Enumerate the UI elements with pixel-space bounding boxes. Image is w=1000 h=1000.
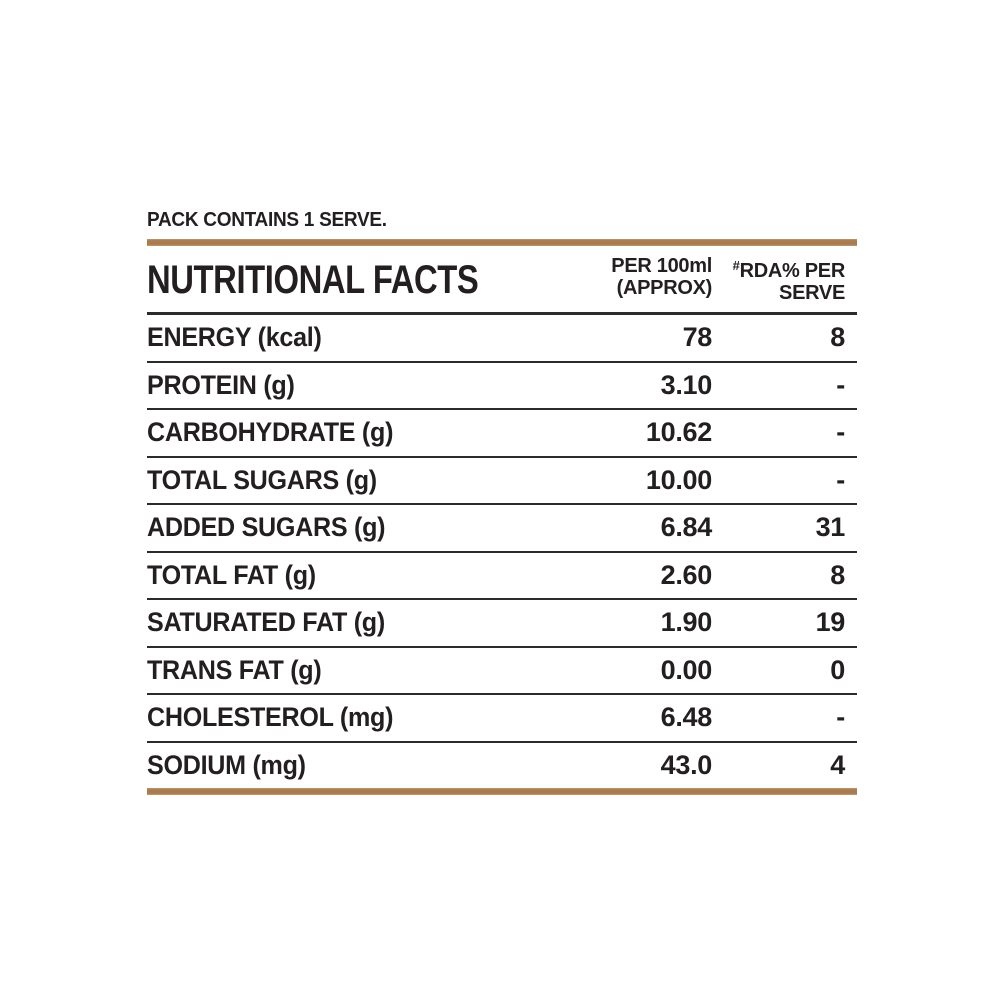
table-row-trans-fat: TRANS FAT (g) 0.00 0 — [147, 648, 857, 695]
nutrient-label: TRANS FAT (g) — [147, 654, 322, 685]
nutrient-label: TOTAL FAT (g) — [147, 559, 316, 590]
nutrient-label: ENERGY (kcal) — [147, 322, 322, 353]
top-accent-bar — [147, 239, 857, 246]
nutrient-table: ENERGY (kcal) 78 8 PROTEIN (g) 3.10 - CA… — [147, 315, 857, 788]
nutrient-label: CHOLESTEROL (mg) — [147, 702, 394, 733]
table-row-saturated-fat: SATURATED FAT (g) 1.90 19 — [147, 600, 857, 648]
table-row-sodium: SODIUM (mg) 43.0 4 — [147, 743, 857, 789]
nutrient-value-per-100ml: 3.10 — [660, 369, 713, 400]
column-header-per-100ml: PER 100ml (APPROX) — [552, 255, 712, 299]
table-row-protein: PROTEIN (g) 3.10 - — [147, 363, 857, 410]
table-row-total-fat: TOTAL FAT (g) 2.60 8 — [147, 553, 857, 600]
nutrient-rda-percent: 31 — [815, 512, 846, 543]
table-row-carbohydrate: CARBOHYDRATE (g) 10.62 - — [147, 410, 857, 458]
nutrient-value-per-100ml: 43.0 — [660, 749, 713, 780]
nutrient-rda-percent: - — [836, 702, 845, 733]
nutrient-value-per-100ml: 6.48 — [660, 702, 713, 733]
nutrient-rda-percent: 0 — [830, 654, 845, 685]
nutrient-label: ADDED SUGARS (g) — [147, 512, 386, 543]
rda-line1: RDA% PER — [739, 260, 846, 282]
nutrient-label: TOTAL SUGARS (g) — [147, 464, 377, 495]
nutrient-rda-percent: - — [836, 369, 845, 400]
nutrient-label: SATURATED FAT (g) — [147, 607, 385, 638]
nutrient-rda-percent: - — [836, 417, 845, 448]
column-header-rda-per-serve: #RDA% PER SERVE — [712, 255, 857, 304]
bottom-accent-bar — [147, 788, 857, 795]
per-100ml-line1: PER 100ml — [611, 255, 712, 277]
nutrient-rda-percent: 19 — [815, 607, 846, 638]
table-row-total-sugars: TOTAL SUGARS (g) 10.00 - — [147, 458, 857, 505]
nutrient-value-per-100ml: 1.90 — [660, 607, 713, 638]
nutritional-facts-title: NUTRITIONAL FACTS — [147, 258, 479, 302]
table-row-energy: ENERGY (kcal) 78 8 — [147, 315, 857, 363]
nutrient-label: SODIUM (mg) — [147, 749, 306, 780]
nutrient-value-per-100ml: 10.00 — [645, 464, 712, 495]
nutrient-value-per-100ml: 6.84 — [660, 512, 713, 543]
header-divider-rule — [147, 312, 857, 315]
nutrient-value-per-100ml: 10.62 — [645, 417, 712, 448]
nutrition-label-panel: PACK CONTAINS 1 SERVE. NUTRITIONAL FACTS… — [147, 209, 857, 795]
per-100ml-line2: (APPROX) — [616, 277, 713, 299]
nutrient-label: PROTEIN (g) — [147, 369, 295, 400]
rda-hash-mark: # — [732, 258, 740, 273]
nutrient-value-per-100ml: 78 — [682, 322, 713, 353]
table-header-row: NUTRITIONAL FACTS PER 100ml (APPROX) #RD… — [147, 246, 857, 312]
rda-line2: SERVE — [779, 282, 845, 304]
nutrient-value-per-100ml: 0.00 — [660, 654, 713, 685]
table-row-added-sugars: ADDED SUGARS (g) 6.84 31 — [147, 505, 857, 553]
nutrient-rda-percent: 8 — [830, 322, 845, 353]
nutrient-rda-percent: 8 — [830, 559, 845, 590]
nutrient-label: CARBOHYDRATE (g) — [147, 417, 394, 448]
pack-contains-note: PACK CONTAINS 1 SERVE. — [147, 209, 387, 231]
nutrient-rda-percent: 4 — [830, 749, 845, 780]
nutrient-value-per-100ml: 2.60 — [660, 559, 713, 590]
nutrient-rda-percent: - — [836, 464, 845, 495]
table-row-cholesterol: CHOLESTEROL (mg) 6.48 - — [147, 695, 857, 743]
